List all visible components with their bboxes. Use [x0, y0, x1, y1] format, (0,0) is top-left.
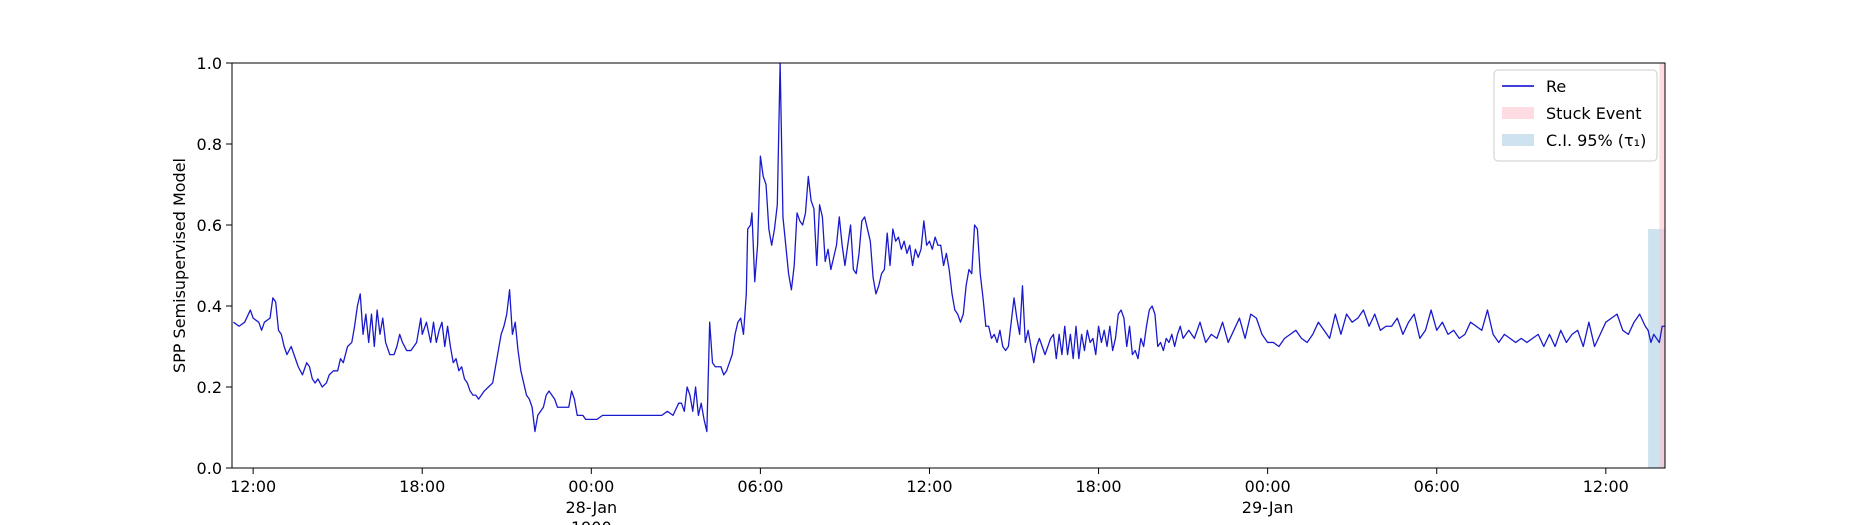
x-tick-label: 00:00: [568, 477, 614, 496]
x-axis: 12:00 18:00 00:00 28-Jan1900 06:00 12:00 18:00…: [230, 468, 1629, 525]
plot-frame: [231, 62, 1666, 469]
legend-swatch-patch: [1502, 134, 1534, 146]
legend: Re Stuck Event C.I. 95% (τ₁): [1493, 69, 1658, 162]
y-axis: 0.0 0.2 0.4 0.6 0.8 1.0: [197, 54, 232, 478]
x-tick-label: 18:00: [399, 477, 445, 496]
span-stuck-event: [1659, 63, 1665, 468]
x-tick-label: 12:00: [230, 477, 276, 496]
x-tick-label: 00:00: [1245, 477, 1291, 496]
legend-box: [1493, 69, 1658, 162]
y-tick-label: 0.2: [197, 378, 222, 397]
y-tick-label: 0.4: [197, 297, 222, 316]
x-tick-label: 12:00: [906, 477, 952, 496]
y-tick-label: 0.0: [197, 459, 222, 478]
legend-swatch-patch: [1502, 107, 1534, 119]
y-tick-label: 0.8: [197, 135, 222, 154]
legend-entry-label: Stuck Event: [1546, 104, 1642, 123]
series-line-re: [233, 62, 1665, 433]
x-tick-label: 18:00: [1076, 477, 1122, 496]
shaded-spans: [1648, 63, 1665, 468]
legend-entry-label: C.I. 95% (τ₁): [1546, 131, 1646, 150]
x-tick-label: 06:00: [1414, 477, 1460, 496]
x-tick-label: 06:00: [737, 477, 783, 496]
series-line-layer: [233, 62, 1665, 433]
x-tick-label: 12:00: [1583, 477, 1629, 496]
y-tick-label: 0.6: [197, 216, 222, 235]
x-tick-date-label: 29-Jan: [1242, 498, 1294, 517]
x-tick-year-label: 1900: [571, 518, 612, 525]
y-axis-label: SPP Semisupervised Model: [170, 158, 189, 373]
y-tick-label: 1.0: [197, 54, 222, 73]
legend-entry-label: Re: [1546, 77, 1566, 96]
x-tick-date-label: 28-Jan: [565, 498, 617, 517]
